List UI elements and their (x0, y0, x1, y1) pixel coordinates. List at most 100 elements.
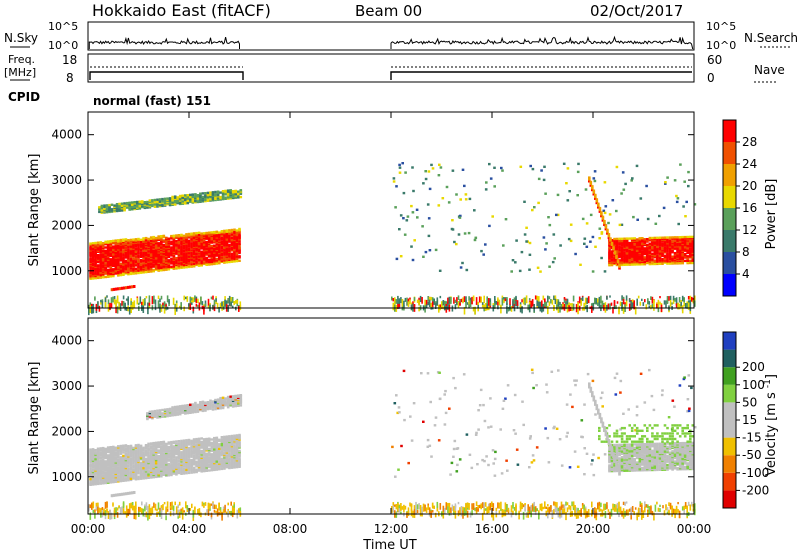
echo-cell (117, 266, 120, 269)
echo-cell (512, 299, 514, 307)
echo-cell (200, 260, 203, 264)
echo-cell (223, 253, 226, 256)
echo-cell (132, 264, 135, 267)
echo-cell (172, 234, 176, 237)
echo-cell (205, 231, 208, 235)
echo-cell (228, 243, 231, 247)
echo-cell (598, 208, 602, 212)
echo-cell (691, 253, 695, 257)
echo-cell (157, 235, 160, 238)
echo-cell (156, 198, 159, 201)
echo-cell (584, 297, 587, 305)
echo-cell (483, 304, 485, 309)
echo-cell (228, 302, 231, 306)
echo-cell (115, 305, 117, 314)
echo-cell (200, 455, 203, 458)
echo-cell (157, 258, 160, 261)
echo-cell (230, 252, 234, 255)
echo-cell (616, 259, 620, 262)
echo-cell (223, 451, 226, 454)
echo-cell (187, 471, 191, 475)
echo-cell (197, 304, 199, 308)
echo-cell (447, 297, 449, 306)
echo-cell (175, 258, 178, 261)
echo-cell (237, 192, 240, 196)
echo-cell (656, 244, 659, 247)
echo-cell (534, 295, 537, 300)
echo-cell (679, 163, 682, 166)
echo-cell (202, 257, 206, 260)
echo-cell (114, 287, 118, 291)
echo-cell (190, 445, 193, 448)
echo-cell (152, 270, 155, 273)
echo-cell (520, 250, 524, 254)
echo-cell (190, 449, 193, 453)
echo-cell (218, 307, 220, 313)
echo-cell (177, 462, 181, 466)
echo-cell (205, 443, 208, 446)
echo-cell (686, 235, 689, 239)
echo-cell (678, 303, 681, 310)
echo-cell (630, 248, 634, 251)
echo-cell (162, 468, 166, 471)
echo-cell (239, 189, 243, 192)
echo-cell (187, 458, 191, 461)
echo-cell (162, 246, 166, 249)
echo-cell (94, 272, 97, 275)
echo-cell (681, 237, 684, 240)
echo-cell (681, 235, 684, 239)
echo-cell (152, 253, 155, 256)
echo-cell (501, 300, 504, 306)
noise-tick-bottom-left: 10^0 (48, 39, 78, 52)
echo-cell (192, 456, 196, 459)
echo-cell (458, 216, 462, 219)
echo-cell (154, 467, 158, 471)
echo-cell (204, 192, 207, 195)
power-colorbar-swatch (723, 164, 736, 186)
echo-cell (493, 166, 496, 169)
echo-cell (124, 286, 128, 290)
echo-cell (104, 447, 107, 451)
power-colorbar-swatch (723, 142, 736, 164)
power-colorbar-tick-label: 4 (742, 267, 750, 281)
echo-cell (625, 238, 629, 241)
echo-cell (149, 270, 153, 273)
echo-cell (563, 298, 566, 303)
echo-cell (238, 227, 241, 231)
echo-cell (101, 446, 105, 450)
power-colorbar-swatch (723, 120, 736, 142)
echo-cell (500, 304, 502, 309)
echo-cell (167, 441, 171, 444)
echo-cell (158, 200, 162, 203)
echo-cell (578, 296, 581, 304)
echo-cell (175, 249, 178, 252)
echo-cell (666, 246, 669, 249)
echo-cell (101, 474, 105, 477)
echo-cell (130, 305, 132, 314)
echo-cell (205, 247, 208, 251)
echo-cell (671, 247, 674, 250)
echo-cell (399, 255, 403, 258)
echo-cell (632, 215, 635, 219)
echo-cell (128, 207, 131, 210)
echo-cell (682, 205, 685, 208)
echo-cell (601, 217, 605, 220)
echo-cell (213, 253, 216, 256)
echo-cell (689, 259, 692, 262)
echo-cell (122, 254, 125, 257)
echo-cell (430, 302, 432, 308)
echo-cell (459, 302, 461, 306)
echo-cell (180, 454, 183, 457)
echo-cell (210, 296, 213, 300)
echo-cell (223, 236, 226, 239)
echo-cell (557, 306, 560, 313)
echo-cell (144, 263, 148, 266)
echo-cell (220, 247, 224, 250)
echo-cell (209, 191, 212, 194)
echo-cell (142, 448, 145, 452)
echo-cell (186, 296, 189, 300)
echo-cell (94, 478, 97, 481)
echo-cell (622, 188, 626, 191)
echo-cell (607, 221, 610, 225)
echo-cell (426, 203, 430, 206)
